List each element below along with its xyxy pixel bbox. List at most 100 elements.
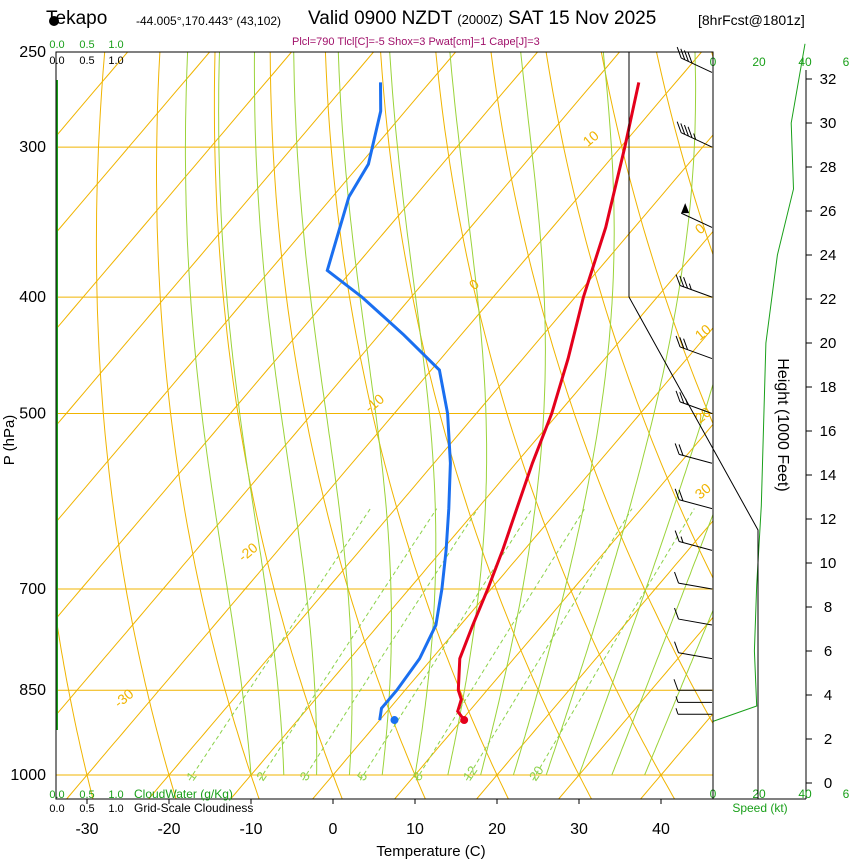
- wind-barb-flag: [674, 679, 678, 690]
- height-tick-label: 30: [820, 115, 837, 132]
- mixing-ratio-line: [259, 509, 437, 781]
- height-tick-label: 10: [820, 555, 837, 572]
- speed-top-tick-label: 20: [752, 55, 766, 69]
- wind-barb-flag: [675, 642, 679, 653]
- height-tick-label: 8: [824, 599, 832, 616]
- dry-adiabat-label: 10: [580, 127, 602, 149]
- temp-tick-label: -10: [239, 821, 262, 838]
- height-tick-label: 24: [820, 247, 837, 264]
- temp-tick-label: 0: [329, 821, 338, 838]
- valid-date: SAT 15 Nov 2025: [508, 8, 656, 29]
- dry-adiabat-line: [214, 9, 342, 801]
- sounding-params: Plcl=790 Tlcl[C]=-5 Shox=3 Pwat[cm]=1 Ca…: [292, 36, 540, 48]
- height-tick-label: 0: [824, 775, 832, 792]
- wind-barb: [679, 583, 712, 589]
- mixing-ratio-line: [303, 509, 478, 781]
- pressure-tick-label: 700: [19, 581, 46, 598]
- dry-adiabat-label: -30: [111, 685, 137, 710]
- cloudwater-top-tick-label: 0.5: [79, 39, 94, 51]
- cloudwater-axis-label: CloudWater (g/Kg): [134, 787, 233, 801]
- isotherm-line: [147, 9, 820, 801]
- valid-time: Valid 0900 NZDT (2000Z) SAT 15 Nov 2025: [308, 8, 656, 30]
- height-tick-label: 6: [824, 643, 832, 660]
- isotherm-line: [0, 9, 411, 801]
- cloudwater-top-tick-label: 0.0: [49, 39, 64, 51]
- wind-barb-flag: [677, 47, 681, 58]
- dry-adiabat-line: [486, 9, 759, 801]
- wind-barb-flag: [675, 531, 679, 542]
- temp-tick-label: 30: [570, 821, 588, 838]
- wind-barb-flag: [677, 122, 681, 133]
- dry-adiabat-label: -20: [235, 539, 261, 564]
- station-coords: -44.005°,170.443° (43,102): [136, 14, 281, 28]
- moist-adiabat-line: [612, 31, 850, 775]
- moist-adiabat-line: [645, 31, 850, 775]
- wind-barb: [679, 619, 712, 625]
- isotherm-line: [0, 9, 656, 801]
- y-axis-label: P (hPa): [1, 415, 18, 466]
- mixing-ratio-line: [533, 509, 695, 781]
- temp-tick-label: -20: [157, 821, 180, 838]
- cloudiness-top-tick-label: 1.0: [108, 55, 123, 67]
- cloudiness-top-tick-label: 0.0: [49, 55, 64, 67]
- dry-adiabat-label: 30: [692, 480, 714, 502]
- height-axis-label: Height (1000 Feet): [774, 358, 791, 491]
- height-tick-label: 2: [824, 731, 832, 748]
- dry-adiabat-line: [157, 9, 260, 801]
- valid-time-utc: (2000Z): [457, 12, 503, 27]
- mixing-ratio-label: 5: [354, 769, 370, 784]
- wind-barb-flag: [675, 443, 679, 454]
- height-tick-label: 26: [820, 203, 837, 220]
- height-tick-label: 20: [820, 335, 837, 352]
- height-tick-label: 12: [820, 511, 837, 528]
- temp-tick-label: 10: [406, 821, 424, 838]
- forecast-label: [8hrFcst@1801z]: [698, 12, 805, 28]
- cloudwater-top-tick-label: 1.0: [108, 39, 123, 51]
- speed-top-tick-label: 40: [798, 55, 812, 69]
- moist-adiabat-line: [448, 31, 487, 775]
- station-name: Tekapo: [46, 8, 107, 30]
- temperature-profile-line: [458, 82, 639, 720]
- height-tick-label: 14: [820, 467, 837, 484]
- isotherm-line: [0, 9, 574, 801]
- cloudwater-bottom-tick-label: 0.5: [79, 789, 94, 801]
- pressure-tick-label: 850: [19, 682, 46, 699]
- isotherm-line: [229, 9, 850, 801]
- wind-barb-flag: [679, 444, 683, 455]
- temp-tick-label: 20: [488, 821, 506, 838]
- mixing-ratio-label: 2: [253, 769, 269, 784]
- moist-adiabat-line: [513, 31, 614, 775]
- surface-dewpoint-point: [390, 716, 398, 724]
- dry-adiabat-label: 0: [466, 275, 482, 292]
- height-tick-label: 16: [820, 423, 837, 440]
- dry-adiabat-line: [0, 9, 10, 801]
- temp-tick-label: -30: [75, 821, 98, 838]
- moist-adiabat-line: [481, 31, 546, 775]
- cloudwater-bottom-tick-label: 1.0: [108, 789, 123, 801]
- height-tick-label: 4: [824, 687, 832, 704]
- x-axis-label: Temperature (C): [376, 843, 485, 860]
- wind-barb: [680, 285, 712, 297]
- isotherm-line: [475, 9, 850, 801]
- temp-tick-label: 40: [652, 821, 670, 838]
- pressure-tick-label: 400: [19, 289, 46, 306]
- wind-barb: [681, 133, 712, 147]
- wind-barb-pennant: [681, 203, 689, 213]
- speed-axis-label: Speed (kt): [732, 801, 787, 815]
- speed-bottom-tick-label: 40: [798, 787, 812, 801]
- surface-temperature-point: [460, 716, 468, 724]
- dewpoint-profile-line: [327, 82, 450, 720]
- mixing-ratio-label: 1: [183, 769, 199, 784]
- mixing-ratio-label: 12: [460, 763, 481, 783]
- cloudiness-bottom-tick-label: 0.0: [49, 803, 64, 815]
- wind-barb: [679, 500, 712, 509]
- dry-adiabat-label: -10: [361, 390, 387, 415]
- mixing-ratio-label: 20: [526, 763, 547, 783]
- moist-adiabat-line: [219, 31, 284, 775]
- cloudwater-bottom-tick-label: 0.0: [49, 789, 64, 801]
- cloudiness-top-tick-label: 0.5: [79, 55, 94, 67]
- height-tick-label: 18: [820, 379, 837, 396]
